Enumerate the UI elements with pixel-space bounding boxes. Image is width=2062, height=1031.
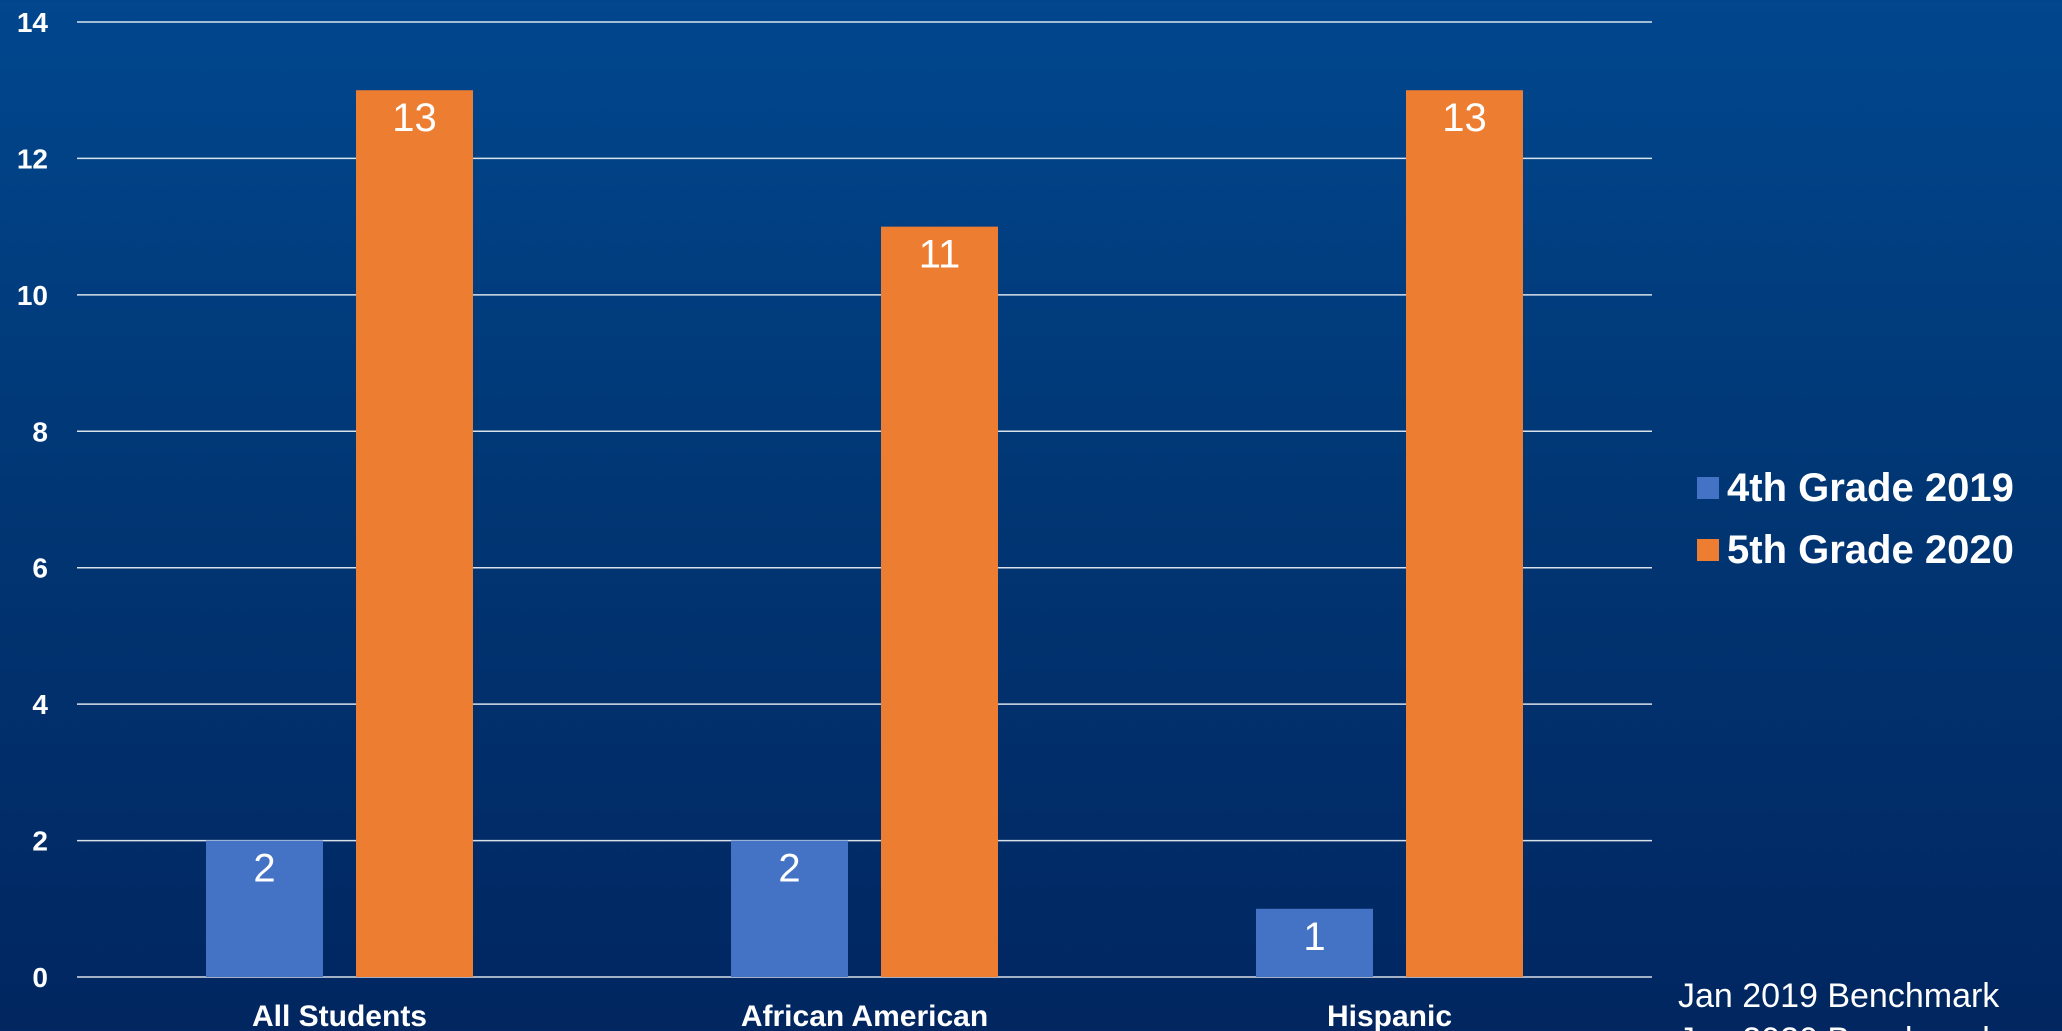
- legend-swatch-4th-grade-2019: [1697, 477, 1719, 499]
- y-tick-label-10: 10: [17, 280, 48, 311]
- bar-1-series-2: [356, 90, 473, 977]
- data-label-3-series-2: 13: [1442, 96, 1487, 140]
- bar-2-series-1: [731, 840, 848, 977]
- benchmark-note-2019: Jan 2019 Benchmark: [1678, 977, 2000, 1015]
- bar-3-series-1: [1256, 908, 1373, 977]
- y-tick-label-6: 6: [32, 553, 48, 584]
- y-axis-tick-labels: 0 2 4 6 8 10 12 14: [17, 7, 49, 993]
- bar-1-series-1: [206, 840, 323, 977]
- y-tick-label-4: 4: [32, 689, 48, 720]
- bars: [206, 90, 1523, 978]
- legend-item-5th-grade-2020: 5th Grade 2020: [1697, 519, 2014, 581]
- data-label-3-series-1: 1: [1303, 915, 1325, 959]
- data-label-2-series-1: 2: [778, 847, 800, 891]
- benchmark-notes: Jan 2019 Benchmark Jan 2020 Benchmark: [1678, 974, 1999, 1031]
- legend-item-4th-grade-2019: 4th Grade 2019: [1697, 457, 2014, 519]
- gridlines: [77, 21, 1652, 978]
- legend-swatch-5th-grade-2020: [1697, 539, 1719, 561]
- data-label-1-series-1: 2: [253, 847, 275, 891]
- benchmark-note-2020: Jan 2020 Benchmark: [1678, 1018, 1999, 1031]
- x-category-label-1: All Students: [252, 1000, 427, 1031]
- data-label-1-series-2: 13: [392, 96, 437, 140]
- bar-2-series-2: [881, 226, 998, 978]
- legend: 4th Grade 2019 5th Grade 2020: [1697, 457, 2014, 581]
- x-axis-category-labels: All Students African American Hispanic: [252, 1000, 1452, 1031]
- bar-3-series-2: [1406, 90, 1523, 977]
- legend-label-5th-grade-2020: 5th Grade 2020: [1727, 527, 2014, 572]
- data-label-2-series-2: 11: [919, 233, 961, 277]
- y-tick-label-8: 8: [32, 416, 48, 447]
- y-tick-label-0: 0: [32, 962, 48, 993]
- y-tick-label-14: 14: [17, 7, 49, 38]
- x-category-label-3: Hispanic: [1327, 1000, 1452, 1031]
- y-tick-label-2: 2: [32, 826, 48, 857]
- legend-label-4th-grade-2019: 4th Grade 2019: [1727, 465, 2014, 510]
- x-category-label-2: African American: [741, 1000, 988, 1031]
- y-tick-label-12: 12: [17, 143, 48, 174]
